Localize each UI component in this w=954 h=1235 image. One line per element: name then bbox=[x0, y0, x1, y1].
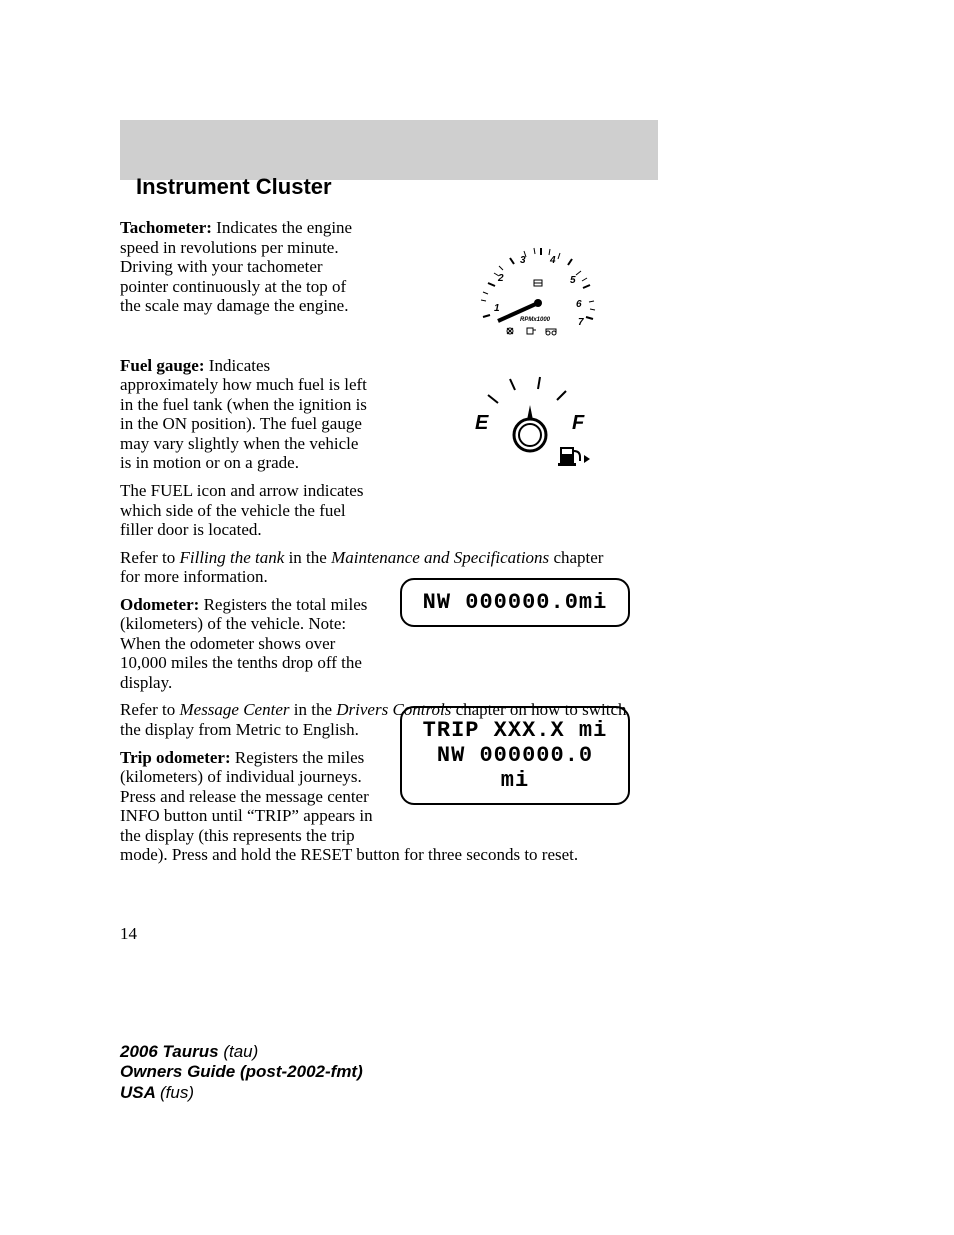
header-bar bbox=[120, 120, 658, 180]
svg-text:F: F bbox=[572, 412, 585, 434]
footer-line-1: 2006 Taurus (tau) bbox=[120, 1042, 363, 1062]
section-title: Instrument Cluster bbox=[136, 174, 332, 200]
svg-text:5: 5 bbox=[570, 275, 576, 286]
tachometer-figure: 1 2 3 4 5 6 7 RPMx1000 bbox=[438, 218, 638, 338]
footer-line-3: USA (fus) bbox=[120, 1083, 363, 1103]
trip-readout-1: TRIP XXX.X mi bbox=[422, 718, 608, 743]
trip-label: Trip odometer: bbox=[120, 748, 231, 767]
fuel-label: Fuel gauge: bbox=[120, 356, 205, 375]
page-number: 14 bbox=[120, 924, 137, 944]
svg-text:RPMx1000: RPMx1000 bbox=[520, 317, 551, 323]
footer-line-2: Owners Guide (post-2002-fmt) bbox=[120, 1062, 363, 1082]
tach-label: Tachometer: bbox=[120, 218, 212, 237]
svg-text:2: 2 bbox=[497, 273, 504, 284]
odometer-display: NW 000000.0mi bbox=[400, 578, 630, 627]
svg-text:6: 6 bbox=[576, 299, 582, 310]
odometer-readout: NW 000000.0mi bbox=[422, 590, 608, 615]
trip-display: TRIP XXX.X mi NW 000000.0 mi bbox=[400, 706, 630, 805]
trip-readout-2: NW 000000.0 mi bbox=[422, 743, 608, 793]
footer: 2006 Taurus (tau) Owners Guide (post-200… bbox=[120, 1042, 363, 1103]
svg-text:3: 3 bbox=[520, 255, 526, 266]
fuel-p1: Fuel gauge: Indicates approximately how … bbox=[120, 356, 370, 473]
fuel-gauge-figure: E F bbox=[440, 362, 620, 472]
svg-text:7: 7 bbox=[578, 317, 584, 328]
svg-text:1: 1 bbox=[494, 303, 500, 314]
tach-paragraph: Tachometer: Indicates the engine speed i… bbox=[120, 218, 370, 316]
fuel-p2: The FUEL icon and arrow indicates which … bbox=[120, 481, 370, 540]
fuel-gauge-icon: E F bbox=[440, 362, 620, 472]
odometer-label: Odometer: bbox=[120, 595, 199, 614]
svg-text:4: 4 bbox=[549, 255, 556, 266]
odometer-p1: Odometer: Registers the total miles (kil… bbox=[120, 595, 370, 693]
tachometer-icon: 1 2 3 4 5 6 7 RPMx1000 bbox=[438, 218, 638, 338]
svg-text:E: E bbox=[475, 412, 489, 434]
